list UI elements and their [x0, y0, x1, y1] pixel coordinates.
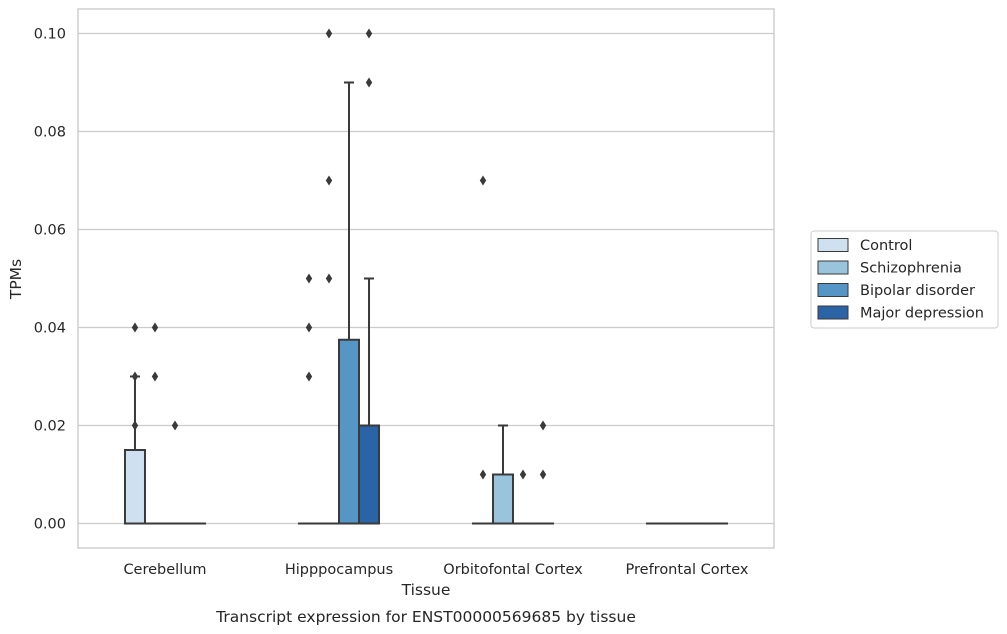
box-0-0 [123, 375, 146, 525]
flier-point [305, 371, 313, 382]
flier-point [479, 469, 487, 480]
legend-items: Control Schizophrenia Bipolar disorder Majo… [817, 238, 984, 322]
box-rect [123, 449, 146, 525]
boxes [123, 81, 729, 525]
flier-point [325, 273, 333, 284]
legend-swatch [817, 283, 849, 297]
legend-label: Bipolar disorder [860, 283, 975, 299]
legend-frame [810, 230, 999, 329]
flier-point [365, 77, 373, 88]
flier-point [479, 175, 487, 186]
legend: Control Schizophrenia Bipolar disorder Majo… [810, 230, 999, 329]
box-rect [338, 338, 361, 525]
flier-point [519, 469, 527, 480]
legend-swatch [817, 238, 849, 252]
x-tick-label: Orbitofontal Cortex [443, 562, 583, 578]
chart-title: Transcript expression for ENST0000056968… [215, 608, 636, 626]
x-tick-label: Cerebellum [123, 562, 206, 578]
box-rect [491, 473, 514, 525]
legend-label: Control [860, 238, 912, 254]
legend-label: Schizophrenia [860, 261, 962, 277]
flier-point [365, 28, 373, 39]
flier-point [325, 28, 333, 39]
gridlines [78, 32, 774, 525]
legend-label: Major depression [860, 306, 984, 322]
flier-point [171, 420, 179, 431]
fliers [131, 28, 547, 480]
x-axis-label: Tissue [401, 581, 451, 599]
flier-point [305, 273, 313, 284]
y-axis-label: TPMs [7, 259, 25, 300]
flier-point [131, 420, 139, 431]
box-1-2 [491, 424, 514, 525]
x-tick-labels: Cerebellum Hipppocampus Orbitofontal Corte… [123, 562, 748, 578]
y-tick-label: 0.06 [34, 223, 66, 239]
x-tick-label: Prefrontal Cortex [626, 562, 749, 578]
box-rect [358, 424, 381, 525]
flier-point [539, 420, 547, 431]
flier-point [539, 469, 547, 480]
flier-point [151, 322, 159, 333]
y-tick-label: 0.00 [34, 517, 66, 533]
y-tick-labels: 0.00 0.02 0.04 0.06 0.08 0.10 [34, 27, 66, 533]
y-tick-label: 0.04 [34, 321, 66, 337]
box-2-1 [338, 81, 361, 525]
flier-point [131, 322, 139, 333]
flier-point [305, 322, 313, 333]
y-tick-label: 0.08 [34, 125, 66, 141]
x-tick-label: Hipppocampus [285, 562, 393, 578]
box-3-1 [358, 277, 381, 525]
plot-frame [77, 8, 775, 549]
y-tick-label: 0.02 [34, 419, 66, 435]
flier-point [325, 175, 333, 186]
y-tick-label: 0.10 [34, 27, 66, 43]
legend-swatch [817, 305, 849, 320]
flier-point [131, 371, 139, 382]
flier-point [151, 371, 159, 382]
legend-swatch [817, 260, 849, 275]
